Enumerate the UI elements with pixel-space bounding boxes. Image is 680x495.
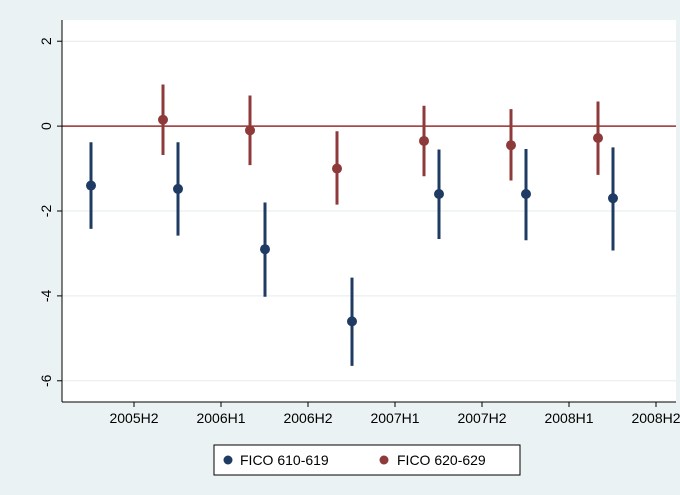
y-tick-label: -2 <box>38 205 54 218</box>
y-tick-label: -6 <box>38 374 54 387</box>
y-tick-label: -4 <box>38 289 54 302</box>
x-tick-label: 2008H1 <box>544 410 593 426</box>
point-series-1 <box>260 244 270 255</box>
y-ticks: 2 0 -2 -4 -6 <box>38 37 62 387</box>
point-series-1 <box>521 189 531 200</box>
point-series-1 <box>608 193 618 204</box>
x-tick-label: 2007H2 <box>457 410 506 426</box>
point-series-2 <box>419 135 429 146</box>
y-tick-label: 2 <box>38 37 54 45</box>
point-series-1 <box>347 316 357 327</box>
point-series-2 <box>245 125 255 136</box>
point-series-1 <box>173 183 183 194</box>
point-series-1 <box>86 180 96 191</box>
y-tick-label: 0 <box>38 122 54 130</box>
x-tick-label: 2006H2 <box>283 410 332 426</box>
series-marks <box>86 84 618 366</box>
x-tick-label: 2008H2 <box>631 410 680 426</box>
point-series-2 <box>593 132 603 143</box>
point-series-2 <box>158 114 168 125</box>
x-tick-label: 2005H2 <box>109 410 158 426</box>
legend-marker-series-2 <box>379 455 389 465</box>
legend: FICO 610-619 FICO 620-629 <box>213 444 521 476</box>
point-series-2 <box>506 140 516 151</box>
legend-box <box>213 444 521 476</box>
legend-label-series-2: FICO 620-629 <box>397 452 486 468</box>
point-series-1 <box>434 189 444 200</box>
legend-marker-series-1 <box>223 455 233 465</box>
x-tick-label: 2006H1 <box>196 410 245 426</box>
legend-label-series-1: FICO 610-619 <box>240 452 329 468</box>
x-ticks: 2005H2 2006H1 2006H2 2007H1 2007H2 2008H1 2008… <box>109 402 680 426</box>
point-series-2 <box>332 163 342 174</box>
x-tick-label: 2007H1 <box>370 410 419 426</box>
